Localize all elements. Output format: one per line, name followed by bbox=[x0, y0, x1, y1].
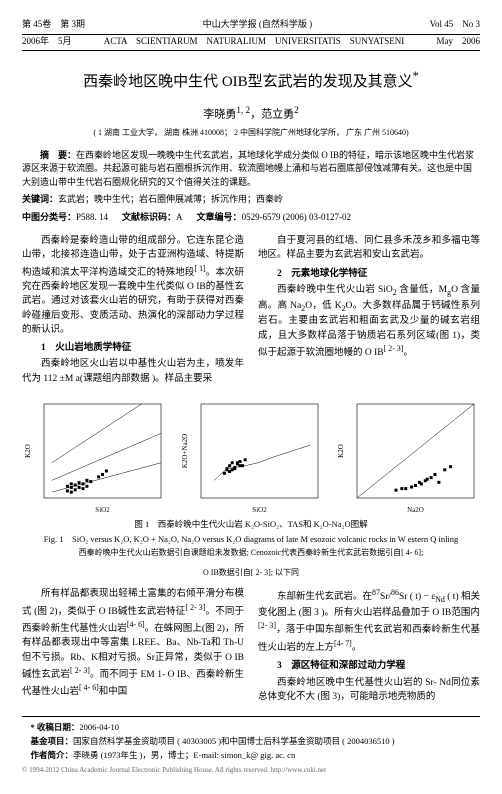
columns-lower: 所有样品都表现出轻稀土富集的右倾平滑分布模式 (图 2)，类似于 O IB碱性玄… bbox=[22, 587, 480, 706]
footnotes: * 收稿日期：2006-04-10 基金项目：国家自然科学基金资助项目 ( 40… bbox=[22, 716, 480, 761]
kw-label: 关键词： bbox=[22, 194, 58, 204]
svg-text:SiO2: SiO2 bbox=[95, 506, 110, 514]
doc-label: 文献标识码： bbox=[122, 212, 176, 222]
col2-p1: 自于夏河县的红墙、同仁县多禾茂乡和多福屯等地区。样品主要为玄武岩和安山玄武岩。 bbox=[258, 234, 480, 263]
figure-1: SiO2 K2O SiO2 K2O+Na2O Na2O K2O bbox=[22, 398, 480, 516]
copyright: © 1994-2012 China Academic Journal Elect… bbox=[22, 765, 480, 776]
figure-sub: 西秦岭晚中生代火山岩数据引自课题组未发数据; Cenozoic代表西秦岭新生代玄… bbox=[22, 547, 480, 559]
col4-p1: 东部新生代玄武岩。在87Sr/86Sr ( t) − εNd ( t) 相关变化… bbox=[258, 587, 480, 655]
svg-text:K2O+Na2O: K2O+Na2O bbox=[181, 434, 189, 468]
clc-label: 中图分类号： bbox=[22, 212, 76, 222]
classification: 中图分类号：P588. 14 文献标识码：A 文章编号：0529-6579 (2… bbox=[22, 211, 480, 225]
col-right-2: 东部新生代玄武岩。在87Sr/86Sr ( t) − εNd ( t) 相关变化… bbox=[258, 587, 480, 706]
clc: P588. 14 bbox=[76, 212, 108, 222]
date-cn: 2006年 5月 bbox=[22, 35, 72, 49]
affiliation: ( 1 湖南 工业大学， 湖南 株洲 410008； 2 中国科学院广州地球化学… bbox=[22, 127, 480, 139]
date-en: May 2006 bbox=[437, 35, 481, 49]
foot-date: 2006-04-10 bbox=[79, 722, 119, 732]
intro-p: 西秦岭是秦岭造山带的组成部分。它连东昆仑造山带，北接祁连造山带，处于古亚洲构造域… bbox=[22, 234, 244, 337]
col4-p2: 西秦岭地区晚中生代基性火山岩的 Sr- Nd同位素总体变化不大 (图 3)，可能… bbox=[258, 676, 480, 705]
col-right-1: 自于夏河县的红墙、同仁县多禾茂乡和多福屯等地区。样品主要为玄武岩和安山玄武岩。 … bbox=[258, 234, 480, 388]
sec2-p: 西秦岭晚中生代火山岩 SiO2 含量低，MgO 含量高。高 Na2O，低 K2O… bbox=[258, 283, 480, 360]
svg-text:SiO2: SiO2 bbox=[252, 506, 267, 514]
author2: ，范立勇 bbox=[250, 108, 294, 120]
author1-sup: 1, 2 bbox=[236, 105, 250, 115]
authors: 李晓勇1, 2，范立勇2 bbox=[22, 104, 480, 123]
columns-upper: 西秦岭是秦岭造山带的组成部分。它连东昆仑造山带，北接祁连造山带，处于古亚洲构造域… bbox=[22, 234, 480, 388]
header-bottom: 2006年 5月 ACTA SCIENTIARUM NATURALIUM UNI… bbox=[22, 35, 480, 52]
header-top: 第 45卷 第 3期 中山大学学报 (自然科学版 ) Vol 45 No 3 bbox=[22, 18, 480, 35]
svg-text:K2O: K2O bbox=[337, 444, 345, 458]
abstract-label: 摘 要： bbox=[40, 150, 76, 160]
figure-caption-cn: 图 1 西秦岭晚中生代火山岩 K₂O-SiO₂、TAS和 K₂O-Na₂O图解 bbox=[22, 518, 480, 531]
chart-panel-2: SiO2 K2O+Na2O bbox=[179, 398, 324, 516]
sec2-heading: 2 元素地球化学特征 bbox=[258, 267, 480, 281]
svg-text:Na2O: Na2O bbox=[407, 506, 424, 514]
kw-text: 玄武岩；晚中生代；岩石圈伸展减薄；拆沉作用；西秦岭 bbox=[58, 194, 283, 204]
title-sup: * bbox=[413, 69, 419, 83]
title-text: 西秦岭地区晚中生代 OIB型玄武岩的发现及其意义 bbox=[83, 74, 413, 90]
author1: 李晓勇 bbox=[203, 108, 236, 120]
chart-panel-3: Na2O K2O bbox=[335, 398, 480, 516]
col-left-2: 所有样品都表现出轻稀土富集的右倾平滑分布模式 (图 2)，类似于 O IB碱性玄… bbox=[22, 587, 244, 706]
col3-p: 所有样品都表现出轻稀土富集的右倾平滑分布模式 (图 2)，类似于 O IB碱性玄… bbox=[22, 587, 244, 699]
abstract: 摘 要：在西秦岭地区发现一晚晚中生代玄武岩，其地球化学成分类似 O IB的特征，… bbox=[22, 149, 480, 190]
foot-date-label: * 收稿日期： bbox=[31, 722, 80, 732]
foot-fund: 国家自然科学基金资助项目 ( 40303005 )和中国博士后科学基金资助项目 … bbox=[73, 736, 395, 746]
sec1-heading: 1 火山岩地质学特征 bbox=[22, 341, 244, 355]
foot-author: 李晓勇 (1973年生 )，男，博士；E-mail: simon_k@ gig.… bbox=[73, 750, 295, 760]
sec3-heading: 3 源区特征和深部过动力学程 bbox=[258, 659, 480, 673]
sec1-p: 西秦岭地区火山岩以中基性火山岩为主，喷发年代为 112 ±M a(课题组内部数据… bbox=[22, 357, 244, 386]
figure-sub2: O IB数据引自[ 2- 3]; 以下同 bbox=[22, 567, 480, 579]
vol-en: Vol 45 No 3 bbox=[430, 18, 480, 32]
vol-cn: 第 45卷 第 3期 bbox=[22, 18, 85, 32]
svg-text:K2O: K2O bbox=[24, 444, 32, 458]
keywords: 关键词：玄武岩；晚中生代；岩石圈伸展减薄；拆沉作用；西秦岭 bbox=[22, 193, 480, 207]
page: 第 45卷 第 3期 中山大学学报 (自然科学版 ) Vol 45 No 3 2… bbox=[0, 0, 502, 794]
foot-fund-label: 基金项目： bbox=[31, 736, 74, 746]
abstract-text: 在西秦岭地区发现一晚晚中生代玄武岩，其地球化学成分类似 O IB的特征，暗示该地… bbox=[22, 150, 474, 187]
doc: A bbox=[176, 212, 183, 222]
journal-cn: 中山大学学报 (自然科学版 ) bbox=[203, 18, 313, 32]
figure-caption-en: Fig. 1 SiO₂ versus K₂O, K₂O + Na₂O, Na₂O… bbox=[22, 533, 480, 546]
title: 西秦岭地区晚中生代 OIB型玄武岩的发现及其意义* bbox=[22, 67, 480, 94]
foot-author-label: 作者简介： bbox=[31, 750, 74, 760]
art-label: 文章编号： bbox=[197, 212, 242, 222]
art: 0529-6579 (2006) 03-0127-02 bbox=[242, 212, 352, 222]
col-left-1: 西秦岭是秦岭造山带的组成部分。它连东昆仑造山带，北接祁连造山带，处于古亚洲构造域… bbox=[22, 234, 244, 388]
journal-en: ACTA SCIENTIARUM NATURALIUM UNIVERSITATI… bbox=[104, 35, 405, 49]
chart-panel-1: SiO2 K2O bbox=[22, 398, 167, 516]
author2-sup: 2 bbox=[294, 105, 299, 115]
